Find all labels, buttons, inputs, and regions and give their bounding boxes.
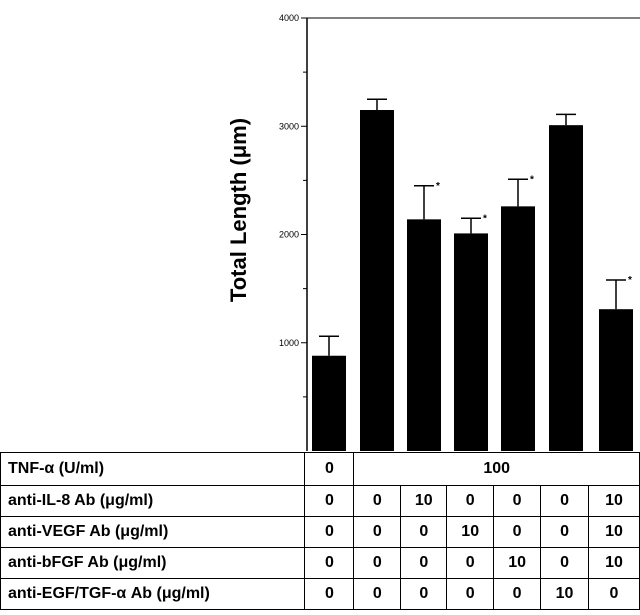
table-cell: 0	[446, 578, 495, 610]
table-cell: 10	[446, 516, 495, 548]
bar	[454, 233, 488, 451]
table-cell: 0	[493, 516, 542, 548]
y-axis-label: Total Length (μm)	[226, 118, 251, 302]
table-cell: 10	[540, 578, 589, 610]
table-cell: 10	[588, 516, 640, 548]
bar	[312, 355, 346, 451]
y-ticks: 1000 2000 3000 4000	[279, 13, 307, 398]
table-cell: 100	[353, 452, 640, 486]
significance-marker: *	[436, 181, 440, 192]
table-cell: 0	[353, 516, 402, 548]
table-row: anti-EGF/TGF-α Ab (μg/ml) 0 0 0 0 0 10 0	[0, 578, 640, 610]
bar-chart: 1000 2000 3000 4000 * * * * Total Length (μm)	[226, 13, 640, 451]
y-tick-label: 1000	[279, 338, 299, 348]
table-cell: 0	[446, 547, 495, 579]
row-label: anti-EGF/TGF-α Ab (μg/ml)	[0, 578, 306, 610]
table-cell: 0	[400, 516, 448, 548]
y-tick-label: 4000	[279, 13, 299, 23]
significance-marker: *	[628, 275, 632, 286]
table-cell: 0	[304, 578, 355, 610]
table-cell: 0	[540, 485, 589, 517]
row-label: anti-VEGF Ab (μg/ml)	[0, 516, 306, 548]
row-label: TNF-α (U/ml)	[0, 452, 306, 486]
significance-marker: *	[483, 213, 487, 224]
table-cell: 0	[304, 516, 355, 548]
table-cell: 0	[446, 485, 495, 517]
bar	[549, 125, 583, 451]
y-tick-label: 3000	[279, 121, 299, 131]
table-cell: 0	[353, 547, 402, 579]
row-label: anti-IL-8 Ab (μg/ml)	[0, 485, 306, 517]
table-cell: 0	[588, 578, 640, 610]
table-cell: 0	[353, 578, 402, 610]
table-cell: 10	[588, 547, 640, 579]
bars: * * * *	[312, 98, 633, 451]
table-row: TNF-α (U/ml) 0 100	[0, 452, 640, 486]
bar	[501, 206, 535, 451]
conditions-table: TNF-α (U/ml) 0 100 anti-IL-8 Ab (μg/ml) …	[0, 452, 640, 610]
row-label: anti-bFGF Ab (μg/ml)	[0, 547, 306, 579]
table-cell: 10	[400, 485, 448, 517]
table-cell: 0	[304, 485, 355, 517]
table-cell: 10	[588, 485, 640, 517]
table-cell: 0	[540, 547, 589, 579]
significance-marker: *	[530, 174, 534, 185]
bar	[407, 219, 441, 451]
table-row: anti-IL-8 Ab (μg/ml) 0 0 10 0 0 0 10	[0, 485, 640, 517]
y-tick-label: 2000	[279, 230, 299, 240]
table-cell: 0	[540, 516, 589, 548]
table-cell: 0	[400, 547, 448, 579]
table-cell: 0	[353, 485, 402, 517]
table-row: anti-bFGF Ab (μg/ml) 0 0 0 0 10 0 10	[0, 547, 640, 579]
bar	[360, 110, 394, 451]
table-cell: 0	[493, 485, 542, 517]
bar	[599, 309, 633, 451]
table-cell: 10	[493, 547, 542, 579]
table-cell: 0	[493, 578, 542, 610]
table-cell: 0	[304, 452, 355, 486]
table-cell: 0	[400, 578, 448, 610]
table-cell: 0	[304, 547, 355, 579]
table-row: anti-VEGF Ab (μg/ml) 0 0 0 10 0 0 10	[0, 516, 640, 548]
